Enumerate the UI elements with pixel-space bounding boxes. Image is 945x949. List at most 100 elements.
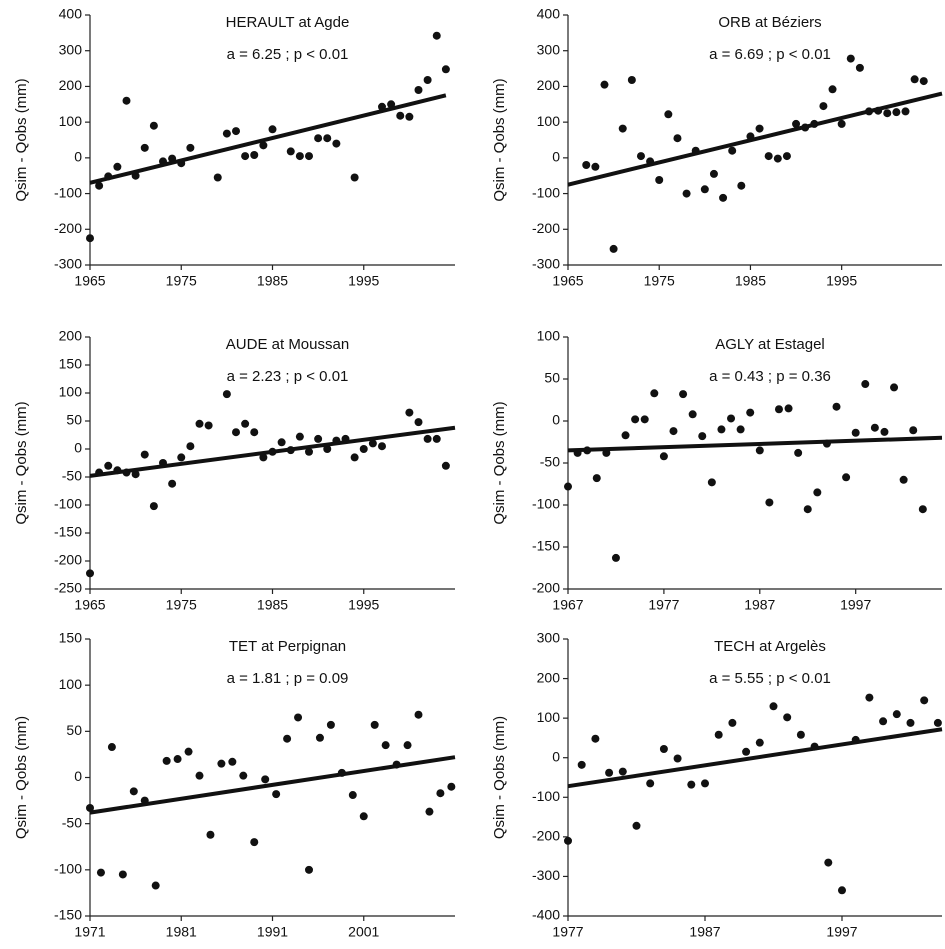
data-point xyxy=(655,176,664,184)
data-point xyxy=(892,710,901,719)
y-tick-label: 200 xyxy=(537,669,561,685)
data-point xyxy=(441,65,450,74)
x-tick-label: 1987 xyxy=(689,924,720,940)
data-point xyxy=(564,836,572,845)
trend-line xyxy=(89,755,456,815)
y-tick-label: 150 xyxy=(59,630,83,646)
data-point xyxy=(901,107,910,116)
data-point xyxy=(933,718,942,727)
data-point xyxy=(113,162,122,171)
data-point xyxy=(286,147,295,156)
panel-title: AGLY at Estagel xyxy=(715,336,825,353)
x-tick-label: 1975 xyxy=(166,273,197,289)
data-point xyxy=(315,733,324,742)
y-tick-label: 200 xyxy=(537,77,561,93)
data-point xyxy=(95,181,104,190)
y-tick-label: -150 xyxy=(54,907,82,923)
x-tick-label: 1977 xyxy=(552,924,583,940)
data-point xyxy=(883,109,892,118)
data-point xyxy=(742,747,751,756)
data-point xyxy=(688,410,697,419)
data-point xyxy=(232,428,240,437)
data-point xyxy=(250,428,259,437)
data-point xyxy=(250,151,259,159)
y-tick-label: -50 xyxy=(540,454,560,470)
data-point xyxy=(213,173,222,182)
data-point xyxy=(582,161,591,169)
data-point xyxy=(186,143,195,152)
data-point xyxy=(714,730,723,739)
data-point xyxy=(259,141,268,150)
data-point xyxy=(609,244,618,253)
data-point xyxy=(646,779,655,788)
data-point xyxy=(842,473,851,482)
data-point xyxy=(405,112,414,121)
y-tick-label: 50 xyxy=(66,722,82,738)
data-point xyxy=(728,146,737,155)
panel-title: HERAULT at Agde xyxy=(226,14,350,31)
data-point xyxy=(149,502,158,511)
y-tick-label: 0 xyxy=(74,768,82,784)
data-point xyxy=(591,162,600,171)
data-point xyxy=(272,790,281,799)
data-point xyxy=(627,76,636,84)
data-point xyxy=(773,154,782,163)
data-point xyxy=(673,134,682,143)
y-axis-label: Qsim - Qobs (mm) xyxy=(491,78,508,201)
data-point xyxy=(640,415,649,424)
data-point xyxy=(605,768,614,777)
y-tick-label: 100 xyxy=(59,384,83,400)
y-tick-label: 100 xyxy=(59,113,83,129)
data-point xyxy=(294,713,303,722)
x-tick-label: 2001 xyxy=(348,924,379,940)
y-tick-label: -200 xyxy=(532,828,560,844)
y-tick-label: 400 xyxy=(59,6,83,22)
data-point xyxy=(774,405,783,414)
data-point xyxy=(728,718,737,727)
data-point xyxy=(719,193,728,202)
data-point xyxy=(217,759,226,768)
y-tick-label: -100 xyxy=(532,788,560,804)
data-point xyxy=(682,189,691,198)
data-point xyxy=(880,427,889,436)
data-point xyxy=(323,134,332,143)
data-point xyxy=(755,738,764,747)
data-point xyxy=(765,498,774,507)
data-point xyxy=(577,760,586,769)
data-point xyxy=(86,803,94,812)
data-point xyxy=(910,75,919,84)
data-point xyxy=(305,865,313,874)
data-point xyxy=(673,754,682,763)
data-point xyxy=(592,474,601,483)
panel-title: ORB at Béziers xyxy=(718,14,821,31)
data-point xyxy=(918,505,927,514)
data-point xyxy=(441,461,450,470)
data-point xyxy=(118,870,127,879)
x-tick-label: 1977 xyxy=(648,597,679,613)
data-point xyxy=(837,886,846,895)
y-tick-label: -200 xyxy=(532,580,560,596)
y-tick-label: -100 xyxy=(54,184,82,200)
y-axis-label: Qsim - Qobs (mm) xyxy=(13,78,30,201)
data-point xyxy=(746,408,755,417)
data-point xyxy=(621,431,630,440)
data-point xyxy=(436,789,445,798)
data-point xyxy=(564,482,572,491)
x-tick-label: 1965 xyxy=(552,273,583,289)
data-point xyxy=(700,185,709,194)
y-tick-label: 200 xyxy=(59,328,83,344)
y-tick-label: -300 xyxy=(532,256,560,272)
data-point xyxy=(698,432,707,441)
data-point xyxy=(679,390,688,399)
data-point xyxy=(403,741,412,750)
x-tick-label: 1967 xyxy=(552,597,583,613)
data-point xyxy=(86,234,94,243)
data-point xyxy=(323,445,332,453)
data-point xyxy=(378,442,386,451)
x-tick-label: 1997 xyxy=(826,924,857,940)
x-tick-label: 1985 xyxy=(735,273,766,289)
x-tick-label: 1995 xyxy=(826,273,857,289)
panel-title: TECH at Argelès xyxy=(714,638,826,655)
y-tick-label: 50 xyxy=(66,412,82,428)
y-tick-label: -150 xyxy=(532,538,560,554)
